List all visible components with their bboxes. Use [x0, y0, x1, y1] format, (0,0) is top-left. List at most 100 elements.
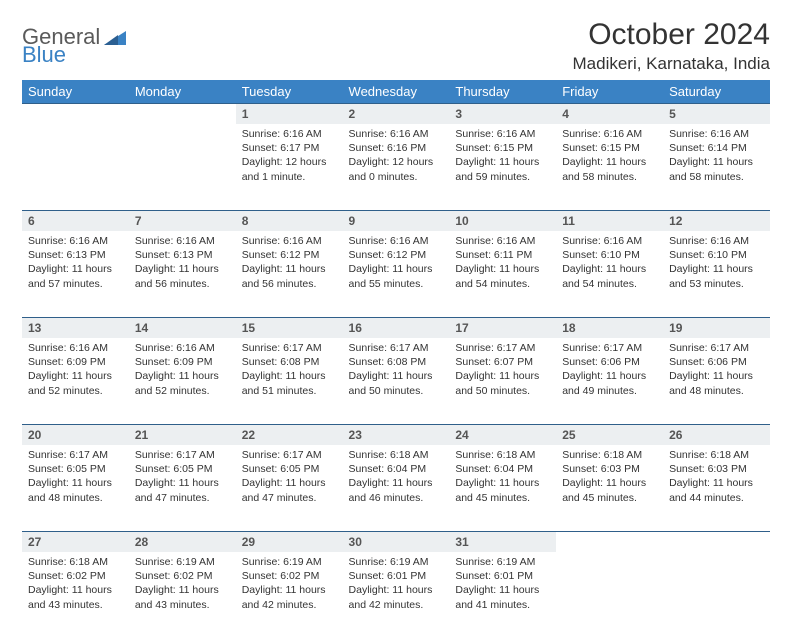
week-content-row: Sunrise: 6:17 AMSunset: 6:05 PMDaylight:… — [22, 445, 770, 531]
day-number: 20 — [22, 424, 129, 445]
day-content-cell: Sunrise: 6:16 AMSunset: 6:09 PMDaylight:… — [129, 338, 236, 424]
week-content-row: Sunrise: 6:16 AMSunset: 6:17 PMDaylight:… — [22, 124, 770, 210]
day-content: Sunrise: 6:16 AMSunset: 6:14 PMDaylight:… — [663, 124, 770, 190]
title-block: October 2024 Madikeri, Karnataka, India — [573, 18, 771, 74]
day-content: Sunrise: 6:17 AMSunset: 6:07 PMDaylight:… — [449, 338, 556, 404]
day-number-cell: 24 — [449, 424, 556, 445]
day-content-cell: Sunrise: 6:16 AMSunset: 6:12 PMDaylight:… — [343, 231, 450, 317]
day-number-cell: 28 — [129, 531, 236, 552]
day-content: Sunrise: 6:17 AMSunset: 6:05 PMDaylight:… — [236, 445, 343, 511]
day-number-cell: 2 — [343, 103, 450, 124]
day-number-cell — [663, 531, 770, 552]
day-content: Sunrise: 6:17 AMSunset: 6:05 PMDaylight:… — [22, 445, 129, 511]
day-content-cell: Sunrise: 6:18 AMSunset: 6:02 PMDaylight:… — [22, 552, 129, 638]
day-number: 23 — [343, 424, 450, 445]
week-num-row: 20212223242526 — [22, 424, 770, 445]
day-number: 6 — [22, 210, 129, 231]
day-number-cell: 22 — [236, 424, 343, 445]
day-header-row: Sunday Monday Tuesday Wednesday Thursday… — [22, 80, 770, 103]
day-number-cell: 5 — [663, 103, 770, 124]
day-content-cell: Sunrise: 6:16 AMSunset: 6:12 PMDaylight:… — [236, 231, 343, 317]
day-content-cell: Sunrise: 6:16 AMSunset: 6:16 PMDaylight:… — [343, 124, 450, 210]
day-content: Sunrise: 6:18 AMSunset: 6:02 PMDaylight:… — [22, 552, 129, 618]
day-content-cell: Sunrise: 6:19 AMSunset: 6:02 PMDaylight:… — [236, 552, 343, 638]
day-number-cell: 16 — [343, 317, 450, 338]
day-number-empty — [129, 103, 236, 124]
day-content: Sunrise: 6:16 AMSunset: 6:12 PMDaylight:… — [236, 231, 343, 297]
day-number: 29 — [236, 531, 343, 552]
day-content-cell: Sunrise: 6:17 AMSunset: 6:05 PMDaylight:… — [22, 445, 129, 531]
day-content: Sunrise: 6:16 AMSunset: 6:16 PMDaylight:… — [343, 124, 450, 190]
col-wednesday: Wednesday — [343, 80, 450, 103]
day-number: 15 — [236, 317, 343, 338]
day-content: Sunrise: 6:16 AMSunset: 6:12 PMDaylight:… — [343, 231, 450, 297]
calendar-body: 12345Sunrise: 6:16 AMSunset: 6:17 PMDayl… — [22, 103, 770, 638]
week-content-row: Sunrise: 6:16 AMSunset: 6:13 PMDaylight:… — [22, 231, 770, 317]
day-content-cell: Sunrise: 6:17 AMSunset: 6:05 PMDaylight:… — [129, 445, 236, 531]
brand-part2: Blue — [22, 42, 66, 67]
day-content-cell — [22, 124, 129, 210]
day-content-cell — [663, 552, 770, 638]
page-header: General October 2024 Madikeri, Karnataka… — [22, 18, 770, 74]
day-number-cell: 21 — [129, 424, 236, 445]
day-number: 24 — [449, 424, 556, 445]
day-content-cell: Sunrise: 6:18 AMSunset: 6:03 PMDaylight:… — [556, 445, 663, 531]
day-number: 30 — [343, 531, 450, 552]
day-number-empty — [22, 103, 129, 124]
day-number: 10 — [449, 210, 556, 231]
day-number-cell: 19 — [663, 317, 770, 338]
col-monday: Monday — [129, 80, 236, 103]
brand-part2-wrap: Blue — [22, 42, 66, 68]
day-number-cell: 29 — [236, 531, 343, 552]
day-number-cell: 11 — [556, 210, 663, 231]
day-number-cell: 15 — [236, 317, 343, 338]
day-number: 13 — [22, 317, 129, 338]
day-content: Sunrise: 6:16 AMSunset: 6:15 PMDaylight:… — [449, 124, 556, 190]
col-tuesday: Tuesday — [236, 80, 343, 103]
day-content-cell: Sunrise: 6:18 AMSunset: 6:03 PMDaylight:… — [663, 445, 770, 531]
day-content-cell: Sunrise: 6:16 AMSunset: 6:09 PMDaylight:… — [22, 338, 129, 424]
day-content-cell: Sunrise: 6:16 AMSunset: 6:13 PMDaylight:… — [22, 231, 129, 317]
day-content-cell: Sunrise: 6:19 AMSunset: 6:01 PMDaylight:… — [449, 552, 556, 638]
day-content: Sunrise: 6:19 AMSunset: 6:01 PMDaylight:… — [343, 552, 450, 618]
day-number-cell: 13 — [22, 317, 129, 338]
day-content: Sunrise: 6:16 AMSunset: 6:17 PMDaylight:… — [236, 124, 343, 190]
day-number-cell: 31 — [449, 531, 556, 552]
day-content-cell: Sunrise: 6:17 AMSunset: 6:08 PMDaylight:… — [236, 338, 343, 424]
day-content-cell: Sunrise: 6:19 AMSunset: 6:01 PMDaylight:… — [343, 552, 450, 638]
day-content-cell: Sunrise: 6:19 AMSunset: 6:02 PMDaylight:… — [129, 552, 236, 638]
day-content: Sunrise: 6:18 AMSunset: 6:04 PMDaylight:… — [343, 445, 450, 511]
day-content: Sunrise: 6:17 AMSunset: 6:05 PMDaylight:… — [129, 445, 236, 511]
day-number: 1 — [236, 103, 343, 124]
day-content-cell: Sunrise: 6:17 AMSunset: 6:06 PMDaylight:… — [663, 338, 770, 424]
day-number: 7 — [129, 210, 236, 231]
day-number-cell: 18 — [556, 317, 663, 338]
day-number-cell: 8 — [236, 210, 343, 231]
day-content: Sunrise: 6:17 AMSunset: 6:06 PMDaylight:… — [556, 338, 663, 404]
day-content: Sunrise: 6:17 AMSunset: 6:08 PMDaylight:… — [343, 338, 450, 404]
day-content-cell: Sunrise: 6:17 AMSunset: 6:06 PMDaylight:… — [556, 338, 663, 424]
week-content-row: Sunrise: 6:16 AMSunset: 6:09 PMDaylight:… — [22, 338, 770, 424]
day-number: 22 — [236, 424, 343, 445]
day-content: Sunrise: 6:18 AMSunset: 6:03 PMDaylight:… — [556, 445, 663, 511]
day-number-cell: 10 — [449, 210, 556, 231]
day-content-cell: Sunrise: 6:18 AMSunset: 6:04 PMDaylight:… — [449, 445, 556, 531]
day-content: Sunrise: 6:16 AMSunset: 6:13 PMDaylight:… — [22, 231, 129, 297]
month-title: October 2024 — [573, 18, 771, 52]
day-number-cell: 23 — [343, 424, 450, 445]
day-content-cell: Sunrise: 6:16 AMSunset: 6:13 PMDaylight:… — [129, 231, 236, 317]
day-number: 31 — [449, 531, 556, 552]
day-number: 28 — [129, 531, 236, 552]
week-num-row: 2728293031 — [22, 531, 770, 552]
day-content: Sunrise: 6:16 AMSunset: 6:11 PMDaylight:… — [449, 231, 556, 297]
day-content: Sunrise: 6:19 AMSunset: 6:01 PMDaylight:… — [449, 552, 556, 618]
day-number: 27 — [22, 531, 129, 552]
day-number: 2 — [343, 103, 450, 124]
day-number: 12 — [663, 210, 770, 231]
calendar-table: Sunday Monday Tuesday Wednesday Thursday… — [22, 80, 770, 638]
day-number: 18 — [556, 317, 663, 338]
day-content-cell — [129, 124, 236, 210]
day-number: 14 — [129, 317, 236, 338]
day-content: Sunrise: 6:16 AMSunset: 6:13 PMDaylight:… — [129, 231, 236, 297]
day-number: 5 — [663, 103, 770, 124]
